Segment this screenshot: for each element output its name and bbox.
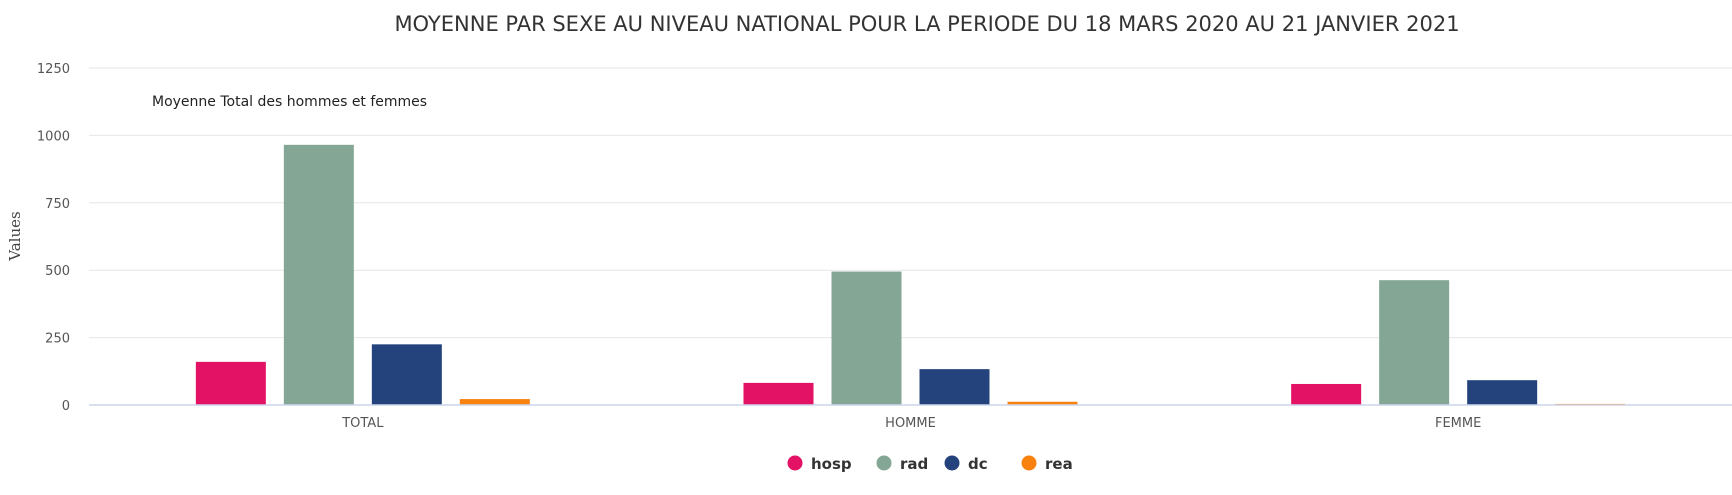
- y-axis-ticks: 0 250 500 750 1000 1250: [37, 62, 70, 414]
- bar-rea-total[interactable]: [459, 399, 530, 405]
- x-tick-label: HOMME: [885, 416, 936, 431]
- y-tick-label: 0: [62, 399, 70, 414]
- x-tick-label: FEMME: [1435, 416, 1481, 431]
- legend-marker: [1021, 455, 1037, 471]
- bar-dc-femme[interactable]: [1467, 380, 1538, 405]
- y-tick-label: 750: [45, 197, 70, 212]
- bar-rad-femme[interactable]: [1379, 280, 1450, 405]
- legend-item-hosp[interactable]: hosp: [787, 455, 852, 473]
- legend-marker: [876, 455, 892, 471]
- legend-marker: [944, 455, 960, 471]
- x-axis-ticks: TOTAL HOMME FEMME: [341, 416, 1481, 431]
- y-tick-label: 500: [45, 264, 70, 279]
- legend-label: rea: [1045, 455, 1073, 473]
- legend-label: rad: [900, 455, 928, 473]
- bar-hosp-femme[interactable]: [1291, 383, 1362, 405]
- bar-rad-homme[interactable]: [831, 271, 902, 405]
- bar-rad-total[interactable]: [283, 144, 354, 405]
- chart-title: MOYENNE PAR SEXE AU NIVEAU NATIONAL POUR…: [394, 12, 1459, 36]
- bars: [195, 144, 1626, 405]
- bar-dc-homme[interactable]: [919, 369, 990, 405]
- bar-hosp-total[interactable]: [195, 361, 266, 405]
- legend-label: dc: [968, 455, 988, 473]
- bar-dc-total[interactable]: [371, 344, 442, 405]
- legend-item-rea[interactable]: rea: [1021, 455, 1073, 473]
- y-axis-label: Values: [6, 211, 24, 261]
- bar-hosp-homme[interactable]: [743, 382, 814, 405]
- legend-label: hosp: [811, 455, 852, 473]
- y-tick-label: 250: [45, 332, 70, 347]
- legend: hosp rad dc rea: [787, 455, 1073, 473]
- bar-rea-homme[interactable]: [1007, 401, 1078, 405]
- x-tick-label: TOTAL: [341, 416, 384, 431]
- y-tick-label: 1000: [37, 129, 70, 144]
- legend-item-rad[interactable]: rad: [876, 455, 929, 473]
- legend-marker: [787, 455, 803, 471]
- legend-item-dc[interactable]: dc: [944, 455, 988, 473]
- grid-lines: [89, 67, 1732, 339]
- y-tick-label: 1250: [37, 62, 70, 77]
- chart-subtitle: Moyenne Total des hommes et femmes: [152, 94, 427, 110]
